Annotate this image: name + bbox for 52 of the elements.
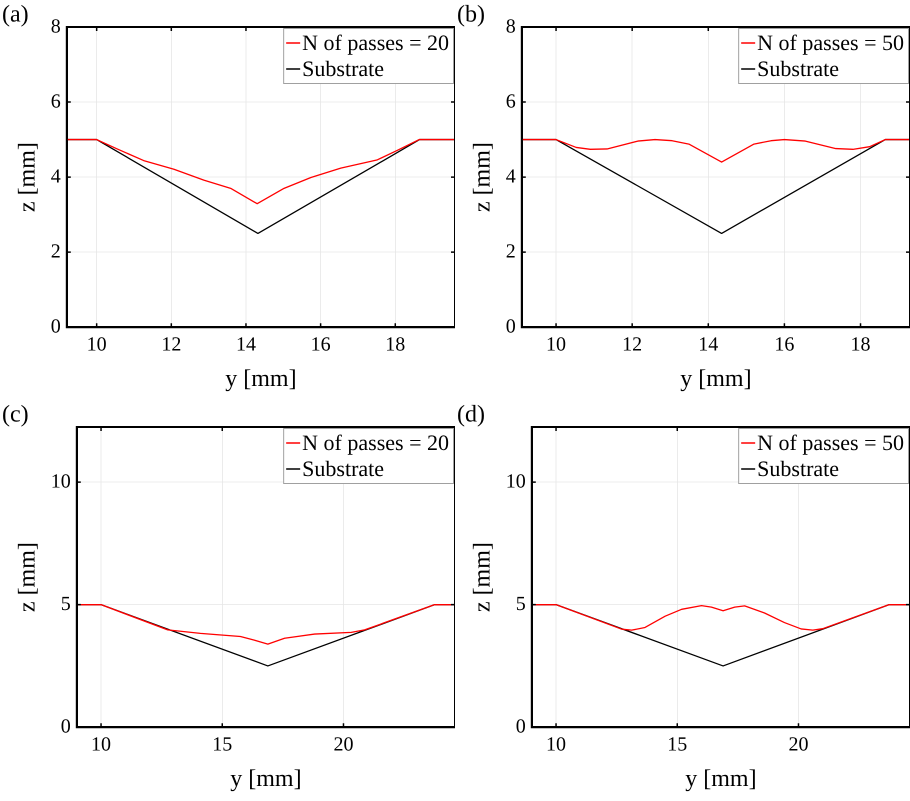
y-axis-title: z [mm]: [470, 542, 496, 612]
y-tick-label: 10: [506, 470, 526, 492]
x-tick-label: 10: [546, 733, 566, 756]
chart-title: (b): [457, 1, 485, 28]
x-tick-label: 10: [86, 333, 107, 356]
x-tick-label: 20: [333, 733, 354, 756]
y-tick-label: 4: [50, 165, 61, 188]
x-tick-label: 14: [236, 333, 256, 356]
y-tick-label: 10: [50, 470, 71, 492]
y-tick-label: 0: [60, 715, 71, 738]
y-tick-label: 6: [50, 90, 61, 112]
chart-title: (c): [2, 401, 29, 428]
x-tick-label: 14: [698, 333, 718, 356]
y-tick-label: 5: [516, 592, 526, 615]
x-tick-label: 18: [385, 333, 406, 356]
legend-label: N of passes = 20: [302, 30, 450, 55]
x-tick-label: 16: [774, 333, 794, 356]
legend-label: Substrate: [302, 56, 384, 81]
legend-label: Substrate: [302, 456, 384, 481]
x-axis-title: y [mm]: [230, 766, 302, 792]
x-tick-label: 10: [546, 333, 566, 356]
y-tick-label: 4: [506, 165, 516, 188]
legend-label: Substrate: [757, 56, 840, 81]
y-tick-label: 2: [50, 240, 61, 262]
legend-label: Substrate: [757, 456, 840, 481]
legend-label: N of passes = 20: [302, 430, 450, 455]
y-tick-label: 8: [50, 15, 61, 38]
y-axis-title: z [mm]: [14, 142, 41, 212]
x-axis-title: y [mm]: [685, 766, 757, 792]
x-axis-title: y [mm]: [680, 366, 752, 392]
x-tick-label: 12: [622, 333, 642, 356]
y-tick-label: 0: [516, 715, 526, 738]
y-tick-label: 8: [506, 15, 516, 38]
x-tick-label: 10: [91, 733, 112, 756]
legend-label: N of passes = 50: [757, 30, 904, 55]
y-tick-label: 2: [506, 240, 516, 262]
y-axis-title: z [mm]: [470, 142, 496, 212]
y-tick-label: 6: [506, 90, 516, 112]
x-axis-title: y [mm]: [225, 366, 297, 392]
y-tick-label: 5: [60, 592, 71, 615]
x-tick-label: 15: [667, 733, 688, 756]
y-tick-label: 0: [50, 315, 61, 338]
x-tick-label: 16: [310, 333, 331, 356]
y-tick-label: 0: [506, 315, 516, 338]
x-tick-label: 18: [850, 333, 871, 356]
x-tick-label: 12: [161, 333, 182, 356]
y-axis-title: z [mm]: [14, 542, 41, 612]
x-tick-label: 20: [788, 733, 808, 756]
chart-title: (a): [2, 1, 29, 28]
x-tick-label: 15: [212, 733, 232, 756]
chart-title: (d): [457, 401, 485, 428]
legend-label: N of passes = 50: [757, 430, 904, 455]
